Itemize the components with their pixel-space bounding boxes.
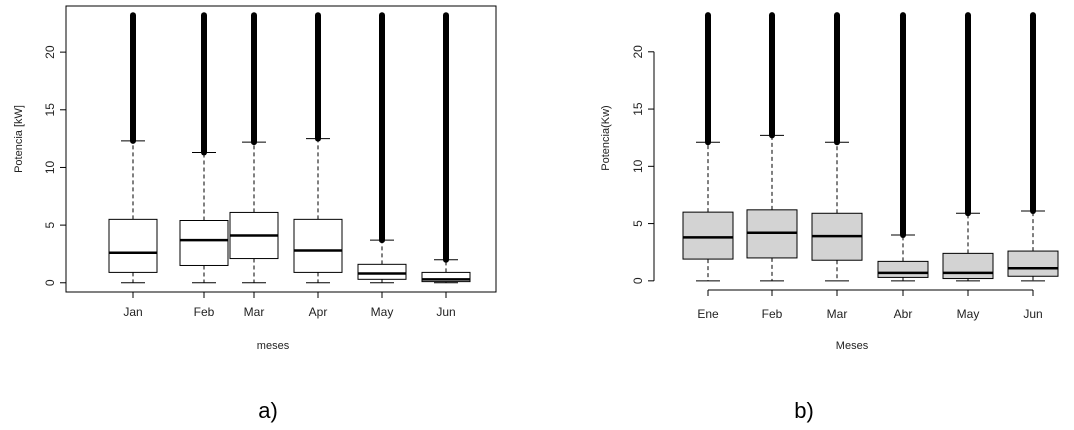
- box-jun: [422, 15, 470, 283]
- box-ene: [683, 15, 733, 281]
- y-tick-label: 0: [631, 277, 645, 284]
- y-tick-label: 15: [43, 103, 57, 117]
- box-feb: [180, 15, 228, 283]
- y-tick-label: 10: [631, 159, 645, 173]
- box-mar: [812, 15, 862, 281]
- x-tick-label: Abr: [894, 307, 913, 321]
- panel-a-label: a): [258, 398, 278, 423]
- x-tick-label: Mar: [827, 307, 848, 321]
- box-apr: [294, 15, 342, 283]
- box-iqr: [294, 219, 342, 272]
- y-axis-title: Potencia(Kw): [600, 105, 612, 170]
- box-may: [358, 15, 406, 283]
- x-tick-label: May: [957, 307, 980, 321]
- boxplot-panel-a: 0 5 10 15 20 Jan Feb Mar Apr May Jun meses Potencia …: [13, 6, 496, 352]
- box-iqr: [358, 264, 406, 279]
- box-jan: [109, 15, 157, 283]
- x-tick-label: May: [371, 305, 394, 319]
- x-tick-label: Jun: [1023, 307, 1042, 321]
- y-tick-label: 0: [43, 279, 57, 286]
- x-tick-label: Mar: [244, 305, 265, 319]
- box-iqr: [180, 221, 228, 266]
- y-tick-label: 5: [631, 220, 645, 227]
- x-axis-title: Meses: [836, 340, 869, 352]
- y-axis-title: Potencia [kW]: [13, 105, 25, 173]
- boxplot-panel-b: 0 5 10 15 20 Ene Feb Mar Abr May Jun Meses Potencia(…: [600, 15, 1058, 352]
- box-iqr: [1008, 251, 1058, 276]
- box-jun: [1008, 15, 1058, 281]
- x-tick-label: Ene: [697, 307, 719, 321]
- box-iqr: [943, 253, 993, 278]
- panel-b-label: b): [794, 398, 814, 423]
- y-tick-label: 15: [631, 102, 645, 116]
- x-tick-label: Apr: [309, 305, 328, 319]
- x-tick-label: Feb: [194, 305, 215, 319]
- box-abr: [878, 15, 928, 281]
- box-iqr: [878, 261, 928, 277]
- box-iqr: [109, 219, 157, 272]
- x-tick-label: Jun: [436, 305, 455, 319]
- box-feb: [747, 15, 797, 281]
- x-axis-title: meses: [257, 340, 290, 352]
- y-tick-label: 10: [43, 160, 57, 174]
- y-tick-label: 5: [43, 221, 57, 228]
- y-tick-label: 20: [43, 45, 57, 59]
- box-may: [943, 15, 993, 281]
- box-iqr: [683, 212, 733, 259]
- y-tick-label: 20: [631, 45, 645, 59]
- x-tick-label: Feb: [762, 307, 783, 321]
- box-mar: [230, 15, 278, 283]
- x-tick-label: Jan: [123, 305, 142, 319]
